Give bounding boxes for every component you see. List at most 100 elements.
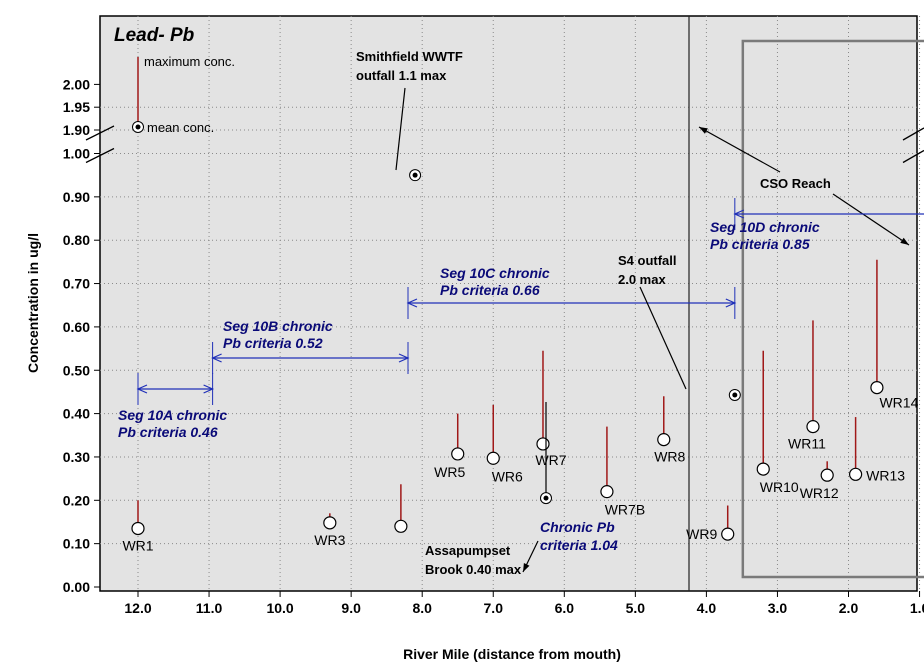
mean-point [756,462,770,476]
station-label: WR5 [434,464,465,480]
source-label: Smithfield WWTF [356,49,463,64]
mean-point [394,519,408,533]
station-label: WR14 [879,395,918,411]
criteria-arrowhead [725,298,737,308]
chart-title: Lead- Pb [114,25,195,46]
y-tick-label: 1.00 [63,146,90,162]
x-tick-label: 1.0 [910,600,924,616]
criteria-label: Pb criteria 0.46 [118,424,218,440]
criteria-arrowhead [398,353,410,363]
criteria-label: Pb criteria 0.52 [223,335,323,351]
x-tick-label: 4.0 [697,600,717,616]
x-tick-label: 2.0 [839,600,859,616]
station-label: WR7B [605,502,645,518]
station-label: WR6 [492,468,523,484]
axis-ticks: 12.011.010.09.08.07.06.05.04.03.02.01.00… [63,76,924,616]
mean-point [486,451,500,465]
criteria-label: Seg 10A chronic [118,407,227,423]
station-label: WR1 [122,537,153,553]
station-label: WR8 [654,449,685,465]
mean-point [323,516,337,530]
mean-point [820,468,834,482]
criteria-label: Seg 10D chronic [710,219,820,235]
criteria-label: Seg 10B chronic [223,318,333,334]
station-label: WR3 [314,532,345,548]
x-tick-label: 11.0 [196,600,223,616]
y-tick-label: 0.60 [63,319,90,335]
criteria-arrowhead [733,209,745,219]
station-label: WR10 [760,479,799,495]
source-label: outfall 1.1 max [356,68,447,83]
mean-point [806,420,820,434]
criteria-label: Pb criteria 0.85 [710,236,810,252]
point-sources: Smithfield WWTF outfall 1.1 max S4 outfall… [356,49,741,577]
source-label: S4 outfall [618,253,677,268]
max-conc-stems [137,57,878,535]
legend-mean-dot [135,124,141,130]
x-tick-label: 6.0 [555,600,575,616]
mean-point [721,527,735,541]
source-leader [395,87,406,171]
x-tick-label: 5.0 [626,600,646,616]
criteria-label: Seg 10C chronic [440,265,550,281]
mean-point [870,380,884,395]
station-label: WR9 [686,526,717,542]
y-tick-label: 1.90 [63,122,90,138]
y-tick-label: 0.90 [63,189,90,205]
criteria-arrowhead [136,384,148,394]
y-tick-label: 0.50 [63,362,90,378]
source-label: Assapumpset [425,543,511,558]
x-tick-label: 7.0 [484,600,504,616]
y-tick-label: 1.95 [63,99,90,115]
mean-point [600,485,614,499]
criteria-arrowhead [211,353,222,363]
y-tick-label: 0.20 [63,492,90,508]
mean-conc-points: WR1 WR3 WR5 WR6 WR7 WR7B WR8 WR9 WR10 WR11 WR12 WR1… [122,121,919,553]
x-tick-label: 3.0 [768,600,788,616]
mean-point [131,521,145,536]
cso-arrow-right [832,193,910,246]
station-label: WR12 [800,485,839,501]
source-leader [639,286,687,390]
criteria-arrowhead [203,384,215,394]
y-tick-label: 0.40 [63,406,90,422]
y-axis-title: Concentration in ug/l [25,233,41,373]
station-label: WR13 [866,467,905,483]
source-dot [732,392,738,398]
criteria-label: criteria 1.04 [540,537,618,553]
y-tick-label: 0.70 [63,276,90,292]
cso-arrow-left [698,126,781,173]
source-dot [543,495,549,501]
x-tick-label: 8.0 [412,600,432,616]
station-label: WR7 [535,452,566,468]
break-slash [902,127,924,141]
mean-point [536,437,550,451]
x-axis-title: River Mile (distance from mouth) [403,646,621,662]
cso-arrow-left-head [699,127,708,134]
criteria-label: Chronic Pb [540,519,615,535]
criteria-arrowhead [406,298,418,308]
x-tick-label: 10.0 [266,600,293,616]
chronic-criteria-arrow-head [523,563,530,572]
y-tick-label: 0.10 [63,536,90,552]
y-tick-label: 2.00 [63,76,90,92]
source-dot [412,172,418,178]
mean-point [849,467,863,481]
break-slash [902,149,924,164]
x-tick-label: 12.0 [124,600,151,616]
cso-arrow-right-head [900,237,909,245]
legend-mean-label: mean conc. [147,120,214,135]
cso-reach-label: CSO Reach [760,176,831,191]
y-tick-label: 0.00 [63,579,90,595]
criteria-label: Pb criteria 0.66 [440,282,540,298]
y-tick-label: 0.30 [63,449,90,465]
station-label: WR11 [788,436,826,452]
axis-break [85,125,924,164]
break-slash [85,147,115,164]
cso-reach-box [741,39,924,579]
source-label: Brook 0.40 max [425,562,522,577]
mean-point [451,447,465,461]
grid [100,16,921,591]
